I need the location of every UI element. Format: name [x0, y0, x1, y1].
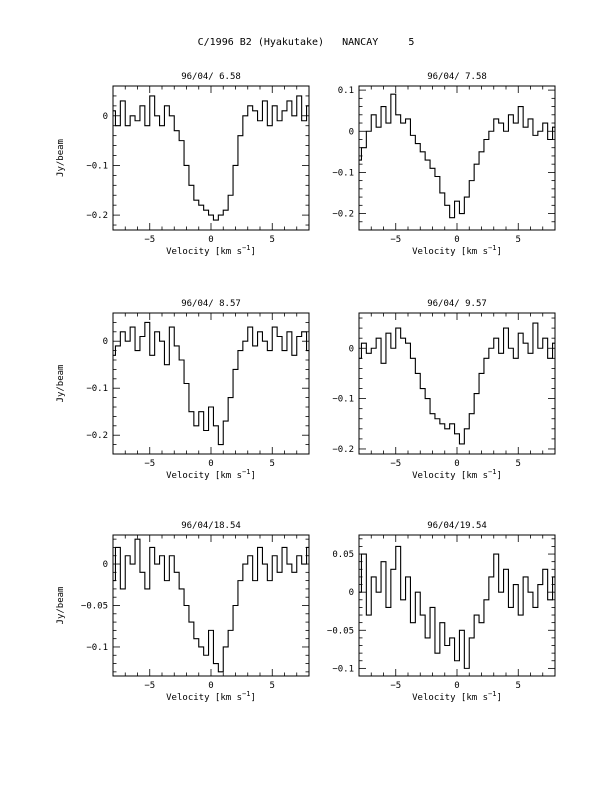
x-axis-label-text: Velocity [km s — [166, 693, 242, 703]
plot-frame — [358, 534, 556, 677]
y-tick-label: −0.1 — [332, 395, 354, 405]
x-axis-label-text: Velocity [km s — [412, 471, 488, 481]
x-tick-label: 5 — [516, 681, 521, 691]
y-tick-label: −0.2 — [332, 445, 354, 455]
y-tick-label: −0.1 — [86, 161, 108, 171]
panel-title: 96/04/19.54 — [427, 521, 487, 531]
y-tick-label: −0.2 — [332, 210, 354, 220]
x-tick-label: 5 — [270, 235, 275, 245]
x-axis-label-exponent: −1 — [242, 468, 250, 476]
x-tick-label: 0 — [454, 235, 459, 245]
spectrum-panel-2: −5 0 5 0.1 0 −0.1 −0.2 96/04/ 7.58 Velocity [km … — [332, 72, 556, 257]
x-axis-label: Velocity [km s−1] — [412, 468, 502, 481]
x-axis-label: Velocity [km s−1] — [166, 244, 256, 257]
spectrum-line — [359, 322, 555, 445]
y-tick-label: 0 — [103, 560, 108, 570]
x-axis-label-exponent: −1 — [242, 690, 250, 698]
panel-title: 96/04/ 8.57 — [181, 299, 241, 309]
x-axis-label-exponent: −1 — [488, 690, 496, 698]
y-tick-label: −0.05 — [327, 626, 354, 636]
x-axis-label-end: ] — [250, 471, 255, 481]
y-tick-label: 0.1 — [338, 86, 354, 96]
panel-title: 96/04/ 6.58 — [181, 72, 241, 82]
x-axis-label-exponent: −1 — [488, 468, 496, 476]
x-axis-label-end: ] — [496, 247, 501, 257]
spectrum-panel-5: −5 0 5 0 −0.05 −0.1 96/04/18.54 Velocity [km s−… — [56, 521, 310, 703]
x-tick-label: 0 — [208, 459, 213, 469]
spectrum-line — [113, 538, 309, 673]
x-axis-label: Velocity [km s−1] — [412, 690, 502, 703]
spectrum-panel-6: −5 0 5 0.05 0 −0.05 −0.1 96/04/19.54 Velocity [k… — [327, 521, 556, 703]
y-tick-label: 0 — [103, 337, 108, 347]
y-tick-label: −0.2 — [86, 431, 108, 441]
spectrum-line — [359, 93, 555, 219]
y-tick-label: −0.1 — [332, 664, 354, 674]
x-tick-label: −5 — [144, 235, 155, 245]
plot-frame — [358, 312, 556, 455]
x-axis-label-text: Velocity [km s — [412, 693, 488, 703]
y-tick-label: 0 — [349, 588, 354, 598]
x-tick-label: 0 — [208, 235, 213, 245]
x-axis-label: Velocity [km s−1] — [166, 690, 256, 703]
x-axis-label-end: ] — [250, 247, 255, 257]
y-tick-label: −0.1 — [86, 643, 108, 653]
plot-frame — [358, 85, 556, 231]
x-axis-label-exponent: −1 — [242, 244, 250, 252]
x-axis-label-end: ] — [250, 693, 255, 703]
y-tick-label: 0 — [103, 112, 108, 122]
spectrum-panel-3: −5 0 5 0 −0.1 −0.2 96/04/ 8.57 Velocity [km s−1… — [56, 299, 310, 481]
x-tick-label: −5 — [390, 681, 401, 691]
plot-frame — [112, 312, 310, 455]
spectrum-panel-4: −5 0 5 0 −0.1 −0.2 96/04/ 9.57 Velocity [km s−1… — [332, 299, 556, 481]
y-axis-label: Jy/beam — [56, 587, 66, 625]
x-axis-label: Velocity [km s−1] — [412, 244, 502, 257]
spectrum-line — [113, 321, 309, 446]
x-axis-label-end: ] — [496, 471, 501, 481]
y-tick-label: −0.1 — [332, 168, 354, 178]
plot-frame — [112, 85, 310, 231]
x-tick-label: −5 — [144, 459, 155, 469]
x-tick-label: −5 — [144, 681, 155, 691]
spectrum-line — [359, 545, 555, 669]
x-tick-label: 5 — [270, 681, 275, 691]
x-axis-label-end: ] — [496, 693, 501, 703]
y-tick-label: 0.05 — [332, 550, 354, 560]
x-axis-label-text: Velocity [km s — [412, 247, 488, 257]
panel-title: 96/04/ 9.57 — [427, 299, 487, 309]
y-tick-label: −0.1 — [86, 384, 108, 394]
x-tick-label: 5 — [516, 235, 521, 245]
y-tick-label: 0 — [349, 344, 354, 354]
panel-title: 96/04/18.54 — [181, 521, 241, 531]
x-tick-label: 5 — [516, 459, 521, 469]
x-axis-label-exponent: −1 — [488, 244, 496, 252]
x-tick-label: 0 — [454, 459, 459, 469]
x-tick-label: 0 — [454, 681, 459, 691]
y-tick-label: 0 — [349, 127, 354, 137]
x-axis-label-text: Velocity [km s — [166, 247, 242, 257]
plot-frame — [112, 534, 310, 677]
x-tick-label: 0 — [208, 681, 213, 691]
y-axis-label: Jy/beam — [56, 365, 66, 403]
spectrum-line — [113, 95, 309, 221]
page-title: C/1996 B2 (Hyakutake) NANCAY 5 — [197, 37, 415, 48]
spectrum-panel-1: −5 0 5 0 −0.1 −0.2 96/04/ 6.58 Velocity [km s−1… — [56, 72, 310, 257]
x-tick-label: −5 — [390, 235, 401, 245]
x-axis-label-text: Velocity [km s — [166, 471, 242, 481]
x-tick-label: −5 — [390, 459, 401, 469]
y-axis-label: Jy/beam — [56, 139, 66, 177]
x-tick-label: 5 — [270, 459, 275, 469]
y-tick-label: −0.05 — [81, 602, 108, 612]
y-tick-label: −0.2 — [86, 211, 108, 221]
x-axis-label: Velocity [km s−1] — [166, 468, 256, 481]
panel-title: 96/04/ 7.58 — [427, 72, 487, 82]
